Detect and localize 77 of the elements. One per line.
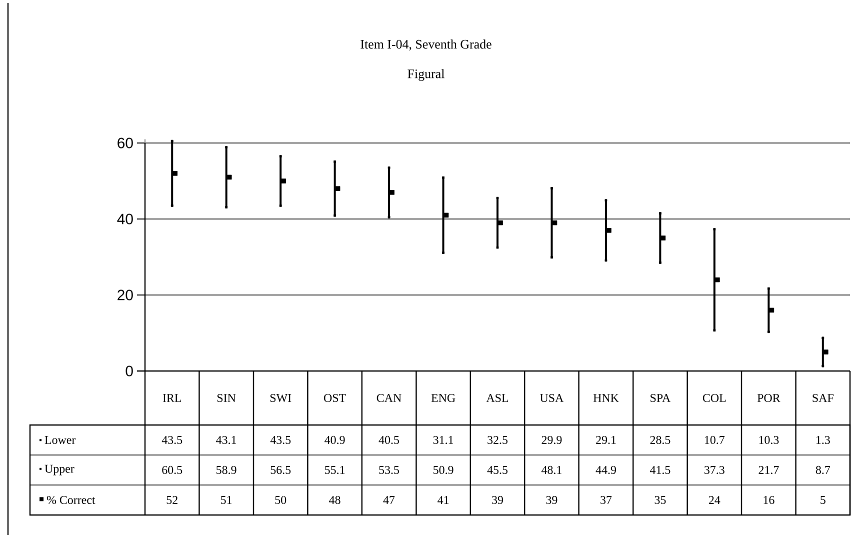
x-tick-label: OST: [324, 394, 346, 402]
x-tick-label: USA: [540, 394, 564, 402]
point: [822, 364, 824, 368]
legend-label: Upper: [44, 464, 74, 476]
chart-subtitle: Figural: [408, 69, 444, 81]
legend-label: % Correct: [46, 496, 96, 504]
y-tick-label: 60: [118, 138, 133, 148]
data-label: 29.1: [596, 436, 616, 444]
legend-label: Lower: [44, 436, 76, 444]
point: [170, 204, 174, 207]
data-label: 39: [546, 496, 558, 504]
data-label: 5: [820, 496, 826, 504]
point: [713, 329, 716, 332]
data-label: 43.5: [162, 436, 182, 444]
x-tick-label: ENG: [431, 394, 456, 402]
data-label: 40.9: [324, 436, 345, 444]
x-tick-label: POR: [757, 394, 780, 402]
data-label: 51: [221, 496, 232, 504]
data-label: 52: [166, 496, 178, 504]
x-tick-label: SIN: [217, 394, 236, 402]
data-label: 16: [764, 496, 774, 504]
point: [388, 216, 390, 218]
y-tick-label: 0: [126, 366, 133, 376]
y-tick-label: 40: [117, 214, 133, 224]
x-tick-label: HNK: [593, 394, 619, 402]
data-label: 45.5: [487, 466, 508, 474]
point: [388, 166, 390, 169]
point: [170, 140, 174, 142]
data-label: 28.5: [650, 436, 670, 444]
data-label: 58.9: [216, 466, 236, 474]
point: [767, 330, 770, 334]
data-label: 31.1: [433, 436, 454, 444]
data-label: 21.7: [758, 466, 779, 474]
data-label: 50: [275, 496, 286, 504]
x-tick-label: SWI: [270, 394, 292, 402]
data-label: 43.5: [270, 436, 291, 444]
point: [604, 259, 608, 262]
x-tick-label: COL: [702, 394, 726, 402]
point: [334, 160, 336, 163]
data-label: 8.7: [816, 466, 830, 474]
data-label: 1.3: [816, 436, 830, 444]
data-label: 56.5: [270, 466, 291, 474]
chart-title: Item I-04, Seventh Grade: [360, 40, 492, 50]
data-label: 35: [654, 496, 666, 504]
x-tick-label: IRL: [162, 394, 182, 402]
data-label: 43.1: [216, 436, 236, 444]
data-label: 55.1: [325, 466, 345, 474]
data-label: 41.5: [650, 466, 670, 474]
data-label: 37.3: [704, 466, 724, 474]
data-label: 24: [708, 496, 720, 504]
point: [225, 146, 228, 148]
x-tick-label: CAN: [376, 394, 402, 402]
data-label: 60.5: [162, 466, 182, 474]
data-label: 40.5: [378, 436, 400, 444]
data-label: 44.9: [596, 466, 616, 474]
data-label: 10.7: [704, 436, 725, 444]
point: [496, 196, 499, 200]
point: [334, 214, 336, 217]
data-label: 37: [600, 496, 612, 504]
x-tick-label: SAF: [812, 394, 834, 402]
data-label: 39: [492, 496, 503, 504]
data-label: 53.5: [379, 466, 400, 474]
point: [822, 336, 824, 340]
data-label: 41: [438, 496, 449, 504]
data-label: 29.9: [542, 436, 562, 444]
x-tick-label: SPA: [650, 394, 671, 402]
data-label: 48: [329, 496, 340, 504]
point: [604, 199, 608, 202]
point: [767, 287, 770, 290]
data-label: 47: [383, 496, 395, 504]
y-tick-label: 20: [118, 290, 133, 300]
data-label: 32.5: [488, 436, 508, 444]
x-tick-label: ASL: [486, 394, 508, 402]
point: [279, 204, 282, 207]
data-label: 48.1: [541, 466, 562, 474]
data-label: 10.3: [759, 436, 779, 444]
data-label: 50.9: [434, 466, 454, 474]
